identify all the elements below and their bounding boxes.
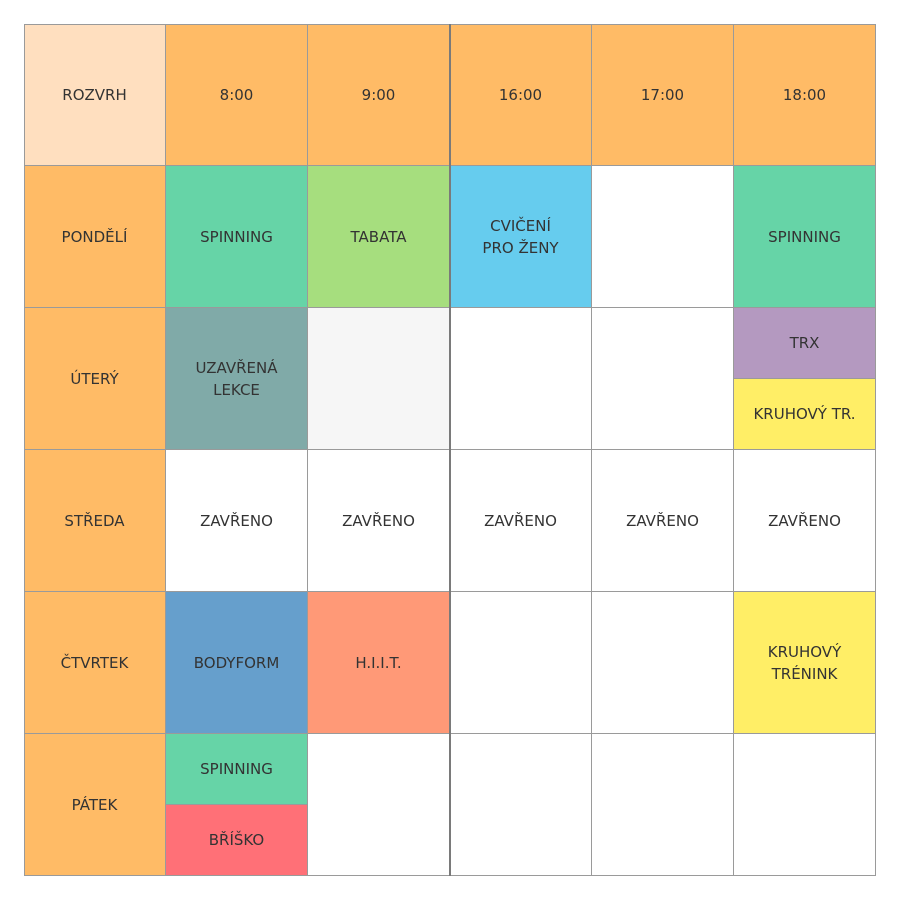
schedule-grid: ROZVRH 8:00 9:00 16:00 17:00 18:00 PONDĚLÍ SPIN… xyxy=(24,24,876,876)
empty-slot xyxy=(592,308,734,450)
empty-slot xyxy=(734,734,876,876)
class-slot-label: BŘÍŠKO xyxy=(208,831,265,849)
class-slot: KRUHOVÝ TR. xyxy=(734,379,876,450)
day-header-label: ČTVRTEK xyxy=(60,653,129,672)
empty-slot xyxy=(592,734,734,876)
day-header-label: ÚTERÝ xyxy=(70,369,119,388)
day-header-label: STŘEDA xyxy=(64,511,125,530)
class-slot: ZAVŘENO xyxy=(450,450,592,592)
day-header-label: PONDĚLÍ xyxy=(61,227,128,246)
class-slot: BŘÍŠKO xyxy=(166,805,308,876)
class-slot-label: ZAVŘENO xyxy=(484,511,557,530)
day-header: STŘEDA xyxy=(24,450,166,592)
time-header-800: 8:00 xyxy=(166,24,308,166)
class-slot-label: UZAVŘENÁ LEKCE xyxy=(195,358,278,399)
class-slot: SPINNING xyxy=(734,166,876,308)
time-header-900: 9:00 xyxy=(308,24,450,166)
class-slot: H.I.I.T. xyxy=(308,592,450,734)
class-slot-label: ZAVŘENO xyxy=(626,511,699,530)
time-header-800-label: 8:00 xyxy=(219,85,254,104)
empty-slot xyxy=(450,592,592,734)
empty-slot xyxy=(592,592,734,734)
time-header-1700: 17:00 xyxy=(592,24,734,166)
time-header-1800-label: 18:00 xyxy=(782,85,827,104)
day-header: PÁTEK xyxy=(24,734,166,876)
day-header: ÚTERÝ xyxy=(24,308,166,450)
schedule-title-cell: ROZVRH xyxy=(24,24,166,166)
class-slot-label: KRUHOVÝ TR. xyxy=(753,405,856,423)
empty-slot xyxy=(450,734,592,876)
class-slot: SPINNING xyxy=(166,734,308,805)
class-slot: TABATA xyxy=(308,166,450,308)
class-slot-label: SPINNING xyxy=(200,227,273,246)
class-slot: UZAVŘENÁ LEKCE xyxy=(166,308,308,450)
class-slot-label: KRUHOVÝ TRÉNINK xyxy=(767,642,842,683)
class-slot-label: ZAVŘENO xyxy=(200,511,273,530)
class-slot: ZAVŘENO xyxy=(308,450,450,592)
schedule-title-cell-label: ROZVRH xyxy=(62,85,127,104)
class-slot: CVIČENÍ PRO ŽENY xyxy=(450,166,592,308)
class-slot-label: BODYFORM xyxy=(193,653,280,672)
time-header-1600: 16:00 xyxy=(450,24,592,166)
empty-slot xyxy=(308,734,450,876)
class-slot: KRUHOVÝ TRÉNINK xyxy=(734,592,876,734)
empty-slot xyxy=(308,308,450,450)
day-header-label: PÁTEK xyxy=(71,795,118,814)
class-slot: SPINNING xyxy=(166,166,308,308)
empty-slot xyxy=(592,166,734,308)
class-slot: ZAVŘENO xyxy=(166,450,308,592)
class-slot-label: SPINNING xyxy=(768,227,841,246)
class-slot-label: CVIČENÍ PRO ŽENY xyxy=(482,216,559,257)
time-header-1800: 18:00 xyxy=(734,24,876,166)
time-header-1700-label: 17:00 xyxy=(640,85,685,104)
day-header: PONDĚLÍ xyxy=(24,166,166,308)
empty-slot xyxy=(450,308,592,450)
class-slot: BODYFORM xyxy=(166,592,308,734)
class-slot: ZAVŘENO xyxy=(734,450,876,592)
day-header: ČTVRTEK xyxy=(24,592,166,734)
class-slot-label: ZAVŘENO xyxy=(768,511,841,530)
class-slot-label: H.I.I.T. xyxy=(355,653,402,672)
class-slot-label: ZAVŘENO xyxy=(342,511,415,530)
class-slot-label: TRX xyxy=(789,334,820,352)
class-slot: TRX xyxy=(734,308,876,379)
time-header-900-label: 9:00 xyxy=(361,85,396,104)
class-slot: ZAVŘENO xyxy=(592,450,734,592)
time-header-1600-label: 16:00 xyxy=(498,85,543,104)
class-slot-label: TABATA xyxy=(350,227,407,246)
class-slot-label: SPINNING xyxy=(200,760,273,778)
